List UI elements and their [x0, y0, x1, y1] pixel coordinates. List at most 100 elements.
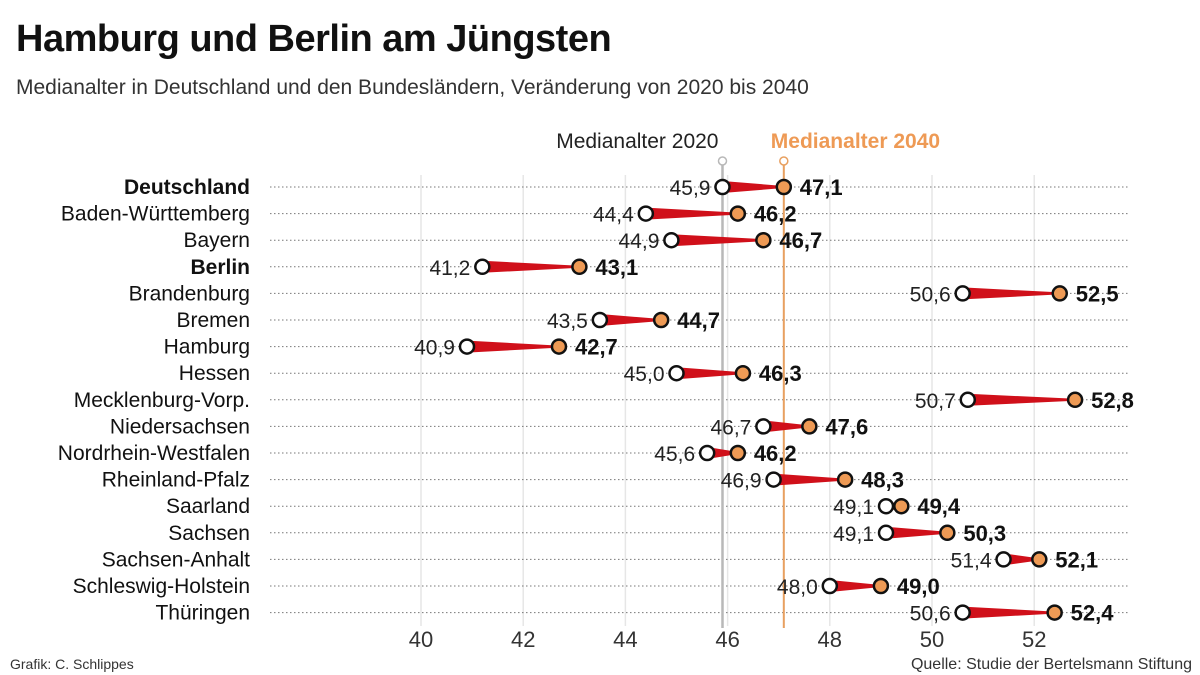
category-label: Baden-Württemberg: [61, 203, 250, 226]
legend-2020: Medianalter 2020: [556, 130, 718, 153]
x-tick-label: 46: [715, 627, 739, 652]
value-label-2040: 49,4: [917, 494, 961, 519]
x-tick-label: 48: [818, 627, 842, 652]
marker-2020: [714, 178, 731, 196]
marker-2020: [954, 604, 971, 621]
value-label-2040: 48,3: [861, 468, 904, 493]
legend-marker-2040: [779, 156, 789, 166]
change-connector: [763, 420, 810, 433]
category-label: Mecklenburg-Vorp.: [74, 389, 250, 412]
value-label-2040: 42,7: [575, 335, 618, 360]
marker-2040: [550, 338, 568, 355]
value-label-2040: 52,8: [1091, 388, 1134, 413]
chart-title: Hamburg und Berlin am Jüngsten: [16, 18, 612, 60]
change-connector: [886, 526, 948, 539]
marker-2040: [893, 497, 910, 515]
value-label-2020: 51,4: [951, 549, 992, 572]
category-label: Niedersachsen: [110, 415, 250, 438]
category-label: Sachsen-Anhalt: [102, 548, 250, 571]
value-label-2040: 52,1: [1055, 547, 1098, 572]
value-label-2040: 44,7: [677, 308, 720, 333]
marker-2020: [663, 231, 680, 249]
value-label-2020: 45,6: [654, 443, 695, 466]
category-label: Saarland: [166, 495, 250, 518]
marker-2040: [652, 311, 670, 329]
value-label-2020: 49,1: [833, 496, 874, 519]
marker-2040: [1031, 551, 1048, 568]
category-label: Brandenburg: [129, 282, 250, 305]
marker-2040: [1066, 391, 1084, 409]
value-label-2020: 45,0: [624, 363, 665, 386]
category-label: Bayern: [183, 229, 250, 252]
marker-2020: [821, 577, 839, 595]
x-tick-label: 52: [1022, 627, 1046, 652]
marker-2040: [729, 205, 747, 222]
value-label-2040: 49,0: [897, 574, 940, 599]
marker-2040: [872, 577, 890, 595]
category-label: Berlin: [190, 256, 250, 279]
value-label-2040: 50,3: [963, 521, 1006, 546]
marker-2040: [1051, 285, 1068, 302]
credit: Grafik: C. Schlippes: [10, 656, 134, 672]
value-label-2020: 44,4: [593, 204, 634, 227]
marker-2040: [729, 444, 747, 462]
category-label: Rheinland-Pfalz: [102, 469, 250, 492]
change-connector: [599, 314, 662, 326]
marker-2020: [877, 524, 895, 542]
marker-2040: [801, 418, 818, 435]
value-label-2040: 46,2: [754, 202, 797, 227]
marker-2020: [458, 338, 476, 355]
change-connector: [676, 367, 743, 380]
value-label-2020: 48,0: [777, 576, 818, 599]
value-label-2040: 46,2: [754, 441, 797, 466]
marker-2020: [765, 471, 782, 488]
x-tick-label: 50: [920, 627, 944, 652]
value-label-2020: 43,5: [547, 310, 588, 333]
category-label: Hamburg: [164, 336, 250, 359]
value-label-2020: 50,6: [910, 603, 951, 626]
marker-2020: [954, 285, 971, 302]
marker-2040: [571, 258, 588, 276]
marker-2020: [698, 444, 716, 462]
change-connector: [829, 580, 881, 592]
change-connector: [967, 393, 1076, 406]
category-label: Bremen: [176, 309, 250, 332]
category-label: Schleswig-Holstein: [73, 575, 250, 598]
marker-2020: [637, 205, 655, 222]
change-connector: [671, 234, 764, 247]
source: Quelle: Studie der Bertelsmann Stiftung: [910, 656, 1192, 673]
legend-marker-2020: [717, 156, 728, 166]
change-connector: [1003, 553, 1040, 566]
value-label-2040: 46,7: [779, 228, 822, 253]
change-connector: [482, 260, 580, 273]
change-connector: [773, 473, 846, 486]
value-label-2020: 50,6: [910, 283, 951, 306]
value-label-2020: 40,9: [414, 337, 455, 360]
value-label-2020: 45,9: [670, 177, 711, 200]
legend-2040: Medianalter 2040: [771, 130, 940, 153]
value-label-2020: 49,1: [833, 523, 874, 546]
value-label-2040: 47,1: [800, 175, 843, 200]
category-label: Thüringen: [155, 602, 250, 625]
marker-2020: [591, 311, 609, 329]
x-tick-label: 42: [511, 627, 535, 652]
value-label-2040: 47,6: [825, 414, 868, 439]
category-label: Hessen: [179, 362, 250, 385]
x-tick-label: 40: [409, 627, 433, 652]
marker-2020: [474, 258, 491, 276]
category-label: Sachsen: [168, 522, 250, 545]
change-connector: [722, 181, 784, 193]
marker-2040: [734, 364, 752, 382]
marker-2040: [939, 524, 956, 542]
value-label-2020: 50,7: [915, 390, 956, 413]
marker-2040: [775, 178, 793, 196]
value-label-2020: 41,2: [429, 257, 470, 280]
marker-2040: [755, 231, 772, 249]
marker-2020: [668, 364, 685, 382]
change-connector: [962, 287, 1060, 300]
marker-2020: [755, 418, 772, 435]
change-connector: [466, 340, 559, 353]
x-tick-label: 44: [613, 627, 637, 652]
